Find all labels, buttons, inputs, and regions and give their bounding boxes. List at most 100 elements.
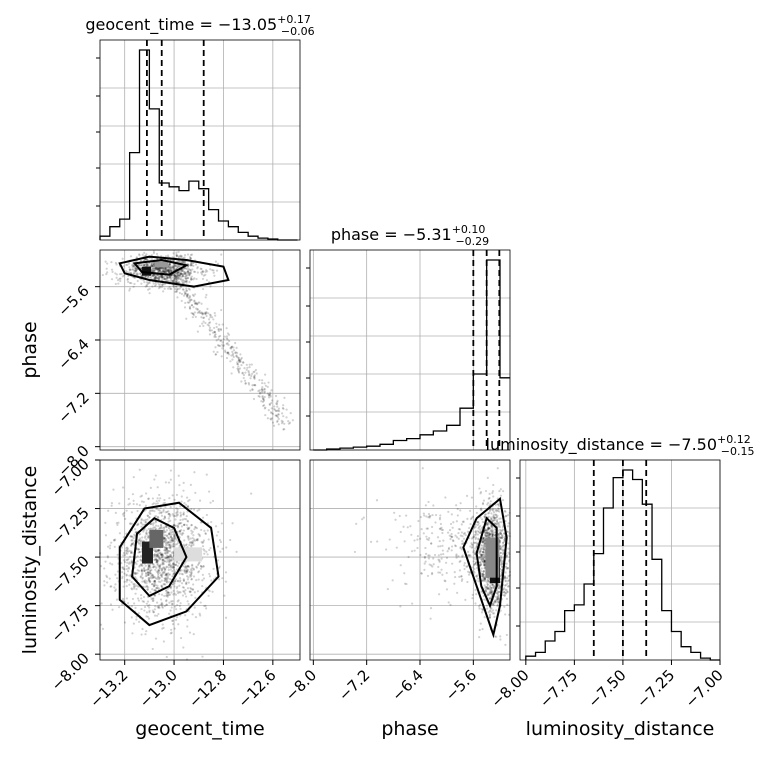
- sample-point: [498, 587, 501, 590]
- sample-point: [491, 603, 494, 606]
- sample-point: [178, 274, 181, 277]
- sample-point: [123, 580, 126, 583]
- sample-point: [200, 528, 203, 532]
- sample-point: [239, 360, 242, 363]
- sample-point: [129, 268, 132, 272]
- sample-point: [190, 508, 193, 511]
- sample-point: [196, 307, 199, 311]
- sample-point: [483, 567, 486, 570]
- sample-point: [169, 546, 172, 549]
- sample-point: [188, 273, 191, 276]
- sample-point: [177, 270, 180, 273]
- sample-point: [144, 258, 147, 261]
- sample-point: [135, 269, 138, 273]
- sample-point: [151, 275, 154, 278]
- sample-point: [482, 560, 485, 563]
- sample-point: [175, 277, 178, 280]
- sample-point: [169, 478, 172, 481]
- sample-point: [110, 504, 113, 507]
- sample-point: [190, 278, 193, 281]
- sample-point: [193, 528, 196, 531]
- sample-point: [484, 531, 487, 534]
- sample-point: [181, 275, 184, 278]
- sample-point: [137, 548, 140, 551]
- sample-point: [499, 517, 502, 520]
- sample-point: [175, 513, 178, 517]
- sample-point: [191, 312, 194, 315]
- sample-point: [459, 502, 462, 505]
- sample-point: [177, 599, 180, 602]
- sample-point: [175, 281, 178, 284]
- sample-point: [245, 368, 248, 371]
- sample-point: [406, 526, 409, 529]
- sample-point: [485, 534, 488, 538]
- sample-point: [169, 266, 172, 269]
- sample-point: [165, 551, 168, 554]
- sample-point: [157, 269, 160, 272]
- sample-point: [491, 533, 494, 537]
- sample-point: [161, 271, 164, 274]
- sample-point: [470, 516, 473, 519]
- sample-point: [158, 275, 161, 278]
- sample-point: [170, 566, 173, 569]
- sample-point: [220, 339, 223, 342]
- sample-point: [195, 302, 198, 305]
- sample-point: [138, 504, 141, 507]
- sample-point: [237, 359, 240, 362]
- sample-point: [483, 559, 486, 562]
- sample-point: [491, 583, 494, 586]
- sample-point: [223, 335, 226, 338]
- sample-point: [474, 537, 477, 541]
- sample-point: [170, 537, 174, 540]
- sample-point: [460, 575, 463, 578]
- sample-point: [165, 534, 168, 537]
- sample-point: [149, 522, 152, 526]
- sample-point: [118, 502, 121, 505]
- sample-point: [158, 569, 161, 572]
- sample-point: [168, 559, 171, 562]
- sample-point: [149, 527, 152, 530]
- sample-point: [187, 565, 191, 568]
- sample-point: [477, 605, 481, 608]
- sample-point: [173, 585, 176, 588]
- sample-point: [163, 517, 167, 520]
- sample-point: [422, 532, 425, 535]
- sample-point: [130, 560, 133, 563]
- sample-point: [142, 579, 146, 583]
- sample-point: [178, 545, 181, 548]
- sample-point: [221, 343, 224, 346]
- sample-point: [499, 578, 502, 581]
- sample-point: [167, 533, 171, 536]
- sample-point: [122, 567, 125, 571]
- sample-point: [188, 590, 191, 593]
- sample-point: [183, 271, 187, 274]
- sample-point: [175, 538, 178, 541]
- sample-point: [185, 570, 188, 573]
- sample-point: [168, 580, 171, 584]
- sample-point: [507, 579, 511, 582]
- sample-point: [506, 525, 510, 528]
- sample-point: [153, 594, 157, 597]
- sample-point: [502, 545, 505, 548]
- sample-point: [196, 537, 199, 541]
- sample-point: [160, 593, 164, 596]
- sample-point: [168, 263, 171, 266]
- sample-point: [242, 373, 246, 377]
- sample-point: [200, 316, 203, 319]
- sample-point: [140, 564, 143, 567]
- sample-point: [160, 270, 163, 273]
- sample-point: [483, 564, 486, 567]
- sample-point: [501, 548, 504, 552]
- sample-point: [505, 592, 508, 595]
- sample-point: [165, 278, 168, 281]
- sample-point: [122, 265, 125, 268]
- sample-point: [134, 606, 137, 609]
- sample-point: [479, 553, 482, 556]
- sample-point: [170, 539, 174, 542]
- sample-point: [184, 582, 188, 585]
- sample-point: [444, 580, 447, 583]
- sample-point: [175, 511, 178, 515]
- sample-point: [170, 269, 173, 272]
- sample-point: [173, 524, 176, 528]
- sample-point: [178, 530, 181, 533]
